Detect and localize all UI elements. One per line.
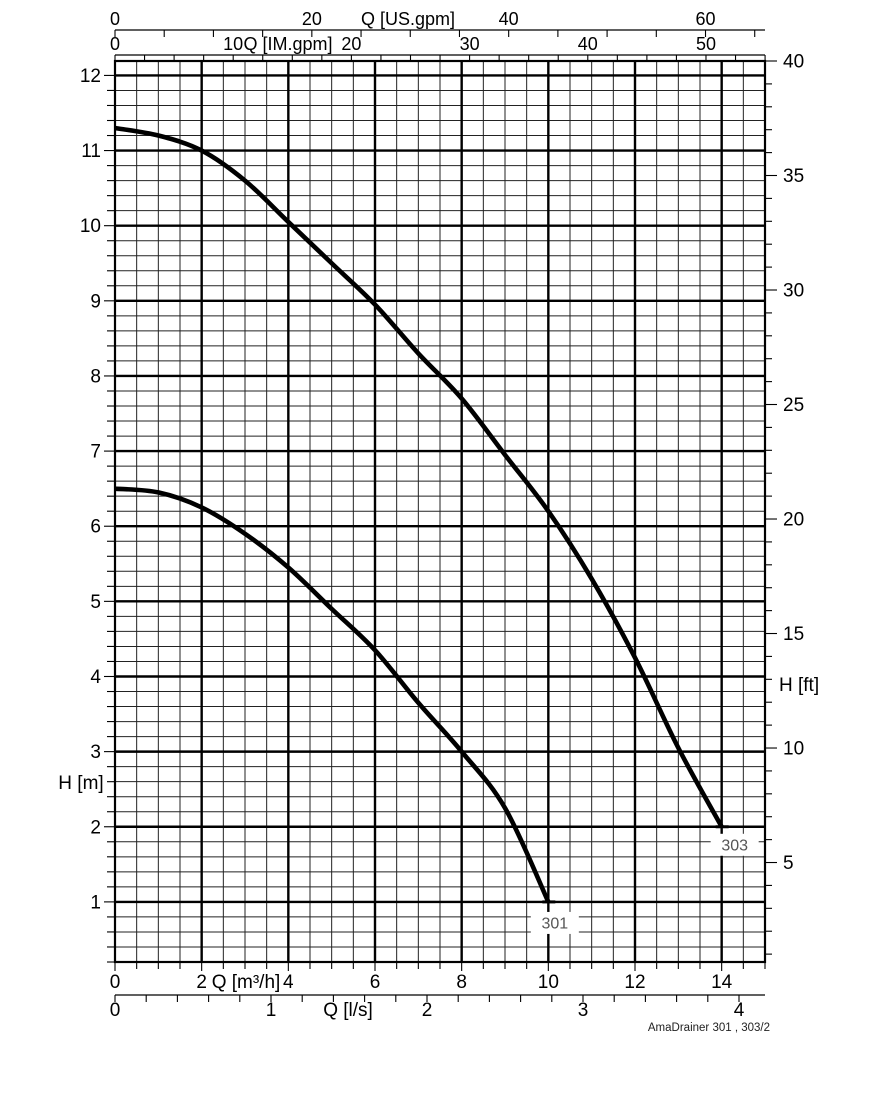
curve-303: [114, 125, 724, 828]
tick-label-h-ft: 5: [783, 853, 794, 874]
tick-label-h-m: 8: [90, 366, 101, 387]
tick-label-l-s: 2: [422, 1000, 433, 1021]
curve-labels-layer: 301 303: [530, 833, 759, 934]
tick-label-h-m: 6: [90, 517, 101, 538]
curve-label-box-303: [710, 833, 759, 856]
tick-label-m3h: 6: [370, 972, 381, 993]
tick-label-us-gpm: 40: [499, 9, 519, 29]
axis-title-l-s: Q [l/s]: [323, 1000, 373, 1021]
tick-label-us-gpm: 60: [695, 9, 715, 29]
tick-label-l-s: 4: [734, 1000, 745, 1021]
tick-label-h-m: 2: [90, 817, 101, 838]
tick-label-im-gpm: 0: [110, 34, 120, 54]
curve-label-303: 303: [721, 837, 748, 854]
tick-label-h-m: 4: [90, 667, 101, 688]
axis-title-m3h: Q [m³/h]: [212, 972, 281, 993]
tick-label-l-s: 0: [110, 1000, 121, 1021]
tick-label-h-m: 11: [81, 141, 101, 162]
tick-label-us-gpm: 0: [110, 9, 120, 29]
tick-label-h-m: 12: [80, 66, 101, 87]
tick-label-h-ft: 20: [783, 510, 804, 531]
footer-caption: AmaDrainer 301 , 303/2: [648, 1022, 770, 1034]
curve-301: [114, 486, 551, 903]
axis-title-h-ft: H [ft]: [779, 675, 819, 696]
tick-label-h-ft: 15: [783, 624, 804, 645]
tick-label-h-m: 1: [90, 892, 101, 913]
tick-label-l-s: 3: [578, 1000, 589, 1021]
tick-label-us-gpm: 20: [302, 9, 322, 29]
axis-ticks-layer: [104, 29, 777, 1002]
tick-label-m3h: 2: [196, 972, 207, 993]
tick-label-m3h: 10: [538, 972, 559, 993]
tick-label-h-m: 5: [90, 592, 101, 613]
tick-label-m3h: 8: [456, 972, 467, 993]
tick-label-l-s: 1: [266, 1000, 277, 1021]
tick-label-m3h: 4: [283, 972, 294, 993]
tick-label-im-gpm: 20: [341, 34, 361, 54]
tick-label-h-ft: 25: [783, 395, 804, 416]
tick-label-m3h: 0: [110, 972, 121, 993]
curves-layer: [114, 125, 729, 904]
tick-label-h-ft: 40: [783, 52, 804, 73]
tick-label-im-gpm: 30: [460, 34, 480, 54]
tick-label-h-ft: 35: [783, 166, 804, 187]
tick-label-m3h: 12: [624, 972, 645, 993]
curve-label-301: 301: [541, 915, 568, 932]
tick-label-h-m: 9: [90, 291, 101, 312]
axis-title-h-m: H [m]: [58, 773, 103, 794]
tick-label-m3h: 14: [711, 972, 733, 993]
tick-label-h-m: 7: [90, 442, 101, 463]
axis-title-im-gpm: Q [IM.gpm]: [243, 34, 332, 54]
tick-label-im-gpm: 50: [696, 34, 716, 54]
tick-label-h-m: 10: [80, 216, 101, 237]
tick-label-h-m: 3: [90, 742, 101, 763]
tick-label-h-ft: 30: [783, 281, 804, 302]
tick-label-im-gpm: 10: [223, 34, 243, 54]
axis-title-us-gpm: Q [US.gpm]: [361, 9, 455, 29]
tick-label-im-gpm: 40: [578, 34, 598, 54]
tick-label-h-ft: 10: [783, 739, 804, 760]
curve-label-box-301: [530, 911, 579, 934]
